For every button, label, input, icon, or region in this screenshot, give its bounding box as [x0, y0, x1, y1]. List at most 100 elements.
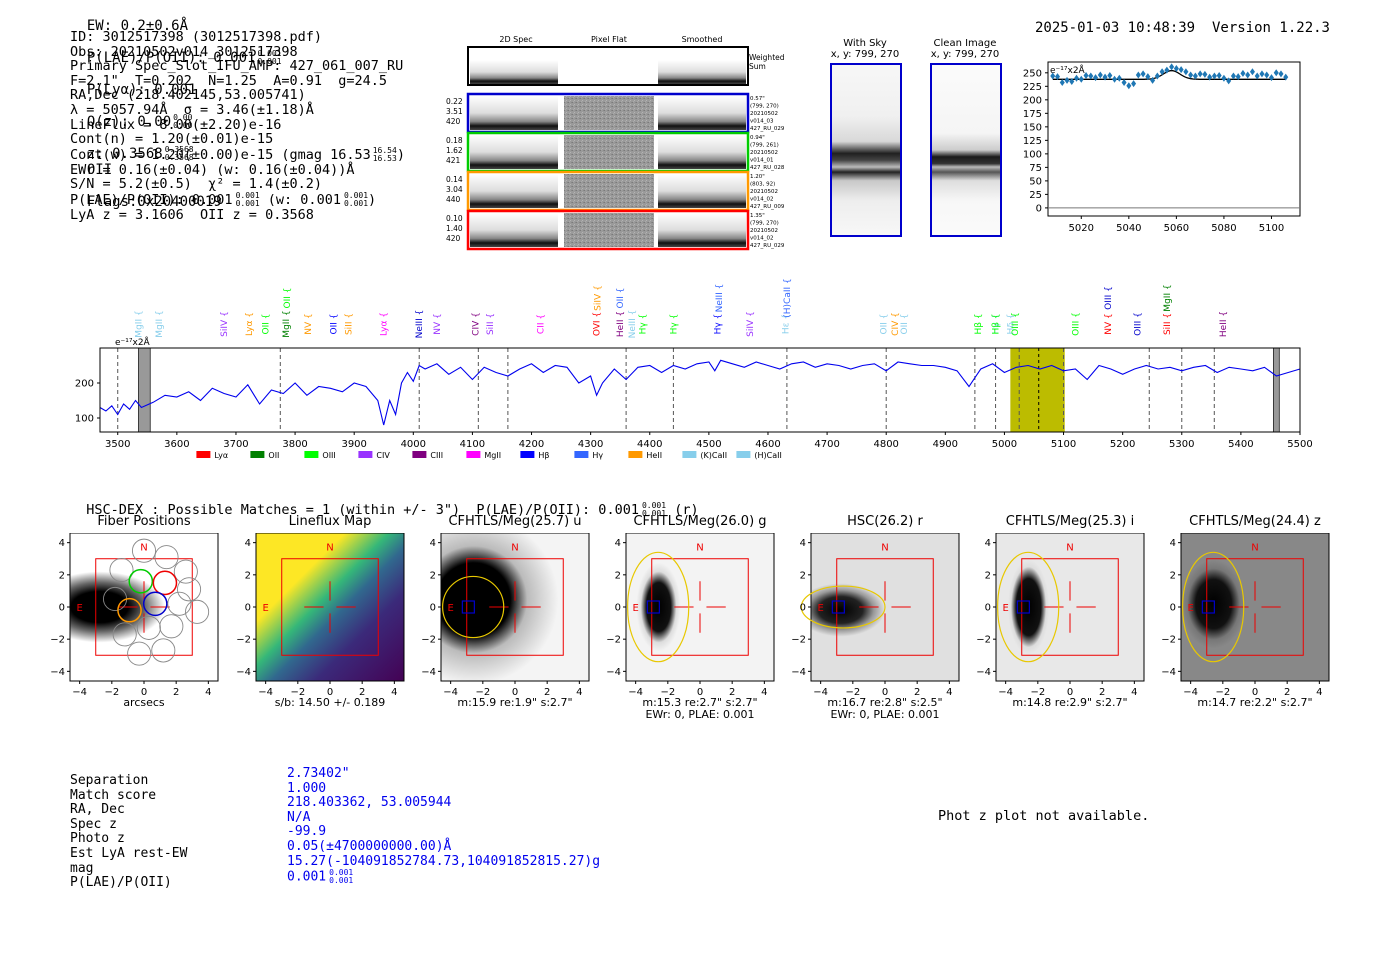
header-plae-sub: 0.001: [257, 57, 282, 66]
line-label: NeIII {: [715, 284, 725, 313]
line-label: SiII {: [486, 313, 496, 335]
match-value-radec: 218.403362, 53.005944: [287, 795, 452, 811]
cutout-x-tick: −2: [845, 687, 860, 698]
fiber-pixel-flat: [564, 135, 654, 169]
cutout-x-tick: −4: [813, 687, 828, 698]
zoom-data-point: [1259, 70, 1265, 78]
legend-label: (K)CaII: [700, 451, 727, 460]
cutout-caption-line: s/b: 14.50 +/- 0.189: [274, 696, 386, 709]
info-line-lambda: λ = 5057.94Å σ = 3.46(±1.18)Å: [70, 101, 314, 118]
zoom-y-tick: 225: [1023, 82, 1042, 93]
zoom-data-point: [1107, 72, 1113, 80]
zoom-data-point: [1050, 72, 1056, 80]
match-values: 2.73402" 1.000 218.403362, 53.005944 N/A…: [287, 766, 600, 885]
line-label-group: NV {: [1104, 313, 1114, 334]
line-label-group: SiIV {: [746, 311, 756, 337]
line-label-group: OII {: [879, 314, 889, 335]
fiber-left-value: 1.40: [446, 224, 463, 233]
spectrum-line: [99, 359, 1301, 426]
line-label: (H)CaII {: [783, 278, 793, 318]
info-plae-w-sup: 0.001: [343, 190, 369, 200]
cutout-image: N E −4 −4 −2 −2 0 0 2 2 4 4: [1161, 533, 1330, 698]
cutout-image: N E −4 −4 −2 −2 0 0 2 2 4 4: [791, 533, 960, 698]
weighted-sum-strip: [467, 46, 749, 86]
cutout-x-tick: 4: [1131, 687, 1137, 698]
highlight-band: [1010, 348, 1065, 432]
cutout-e-label: E: [817, 603, 823, 614]
line-label-group: SiIV {: [220, 311, 230, 337]
info-plae-sub: 0.001: [235, 198, 260, 208]
line-label-group: SiII {: [486, 313, 496, 335]
full-unit-label: e⁻¹⁷x2Å: [115, 336, 151, 348]
zoom-x-tick: 5020: [1069, 223, 1094, 234]
cutout-y-tick: 2: [985, 570, 991, 581]
hsc-title-text: HSC-DEX : Possible Matches = 1 (within +…: [86, 502, 639, 518]
cutout-x-tick: 2: [729, 687, 735, 698]
line-label-group: OIII {: [1104, 286, 1114, 310]
zoom-data-point: [1273, 69, 1279, 77]
cutout-y-tick: 4: [430, 538, 436, 549]
cutout-caption: s/b: 14.50 +/- 0.189: [245, 697, 415, 709]
fiber-right-value: (799, 261): [750, 143, 779, 149]
fiber-circle: [154, 545, 179, 570]
cutout-aperture-ellipse: [1182, 551, 1245, 663]
cutout-y-tick: −4: [976, 667, 991, 678]
line-label: HeII {: [1219, 311, 1229, 337]
zoom-data-point: [1131, 80, 1137, 88]
cutout-title: CFHTLS/Meg(26.0) g: [633, 514, 767, 529]
line-label-group: CIV {: [471, 312, 481, 336]
cutout-n-label: N: [696, 543, 703, 554]
match-value-separation: 2.73402": [287, 766, 350, 781]
zoom-data-point: [1240, 69, 1246, 77]
info-line-id: ID: 3012517398 (3012517398.pdf): [70, 29, 322, 45]
line-label: MgII {: [155, 310, 165, 337]
zoom-x-tick: 5100: [1259, 223, 1284, 234]
line-label-group: NeIII {: [628, 310, 638, 339]
line-label-group: Lyα {: [380, 312, 390, 336]
header-bar: EW: 0.2±0.6Å P(LAE)/P(OII): 0.001 0.001 0.…: [70, 2, 1330, 210]
info-cont-w-text: Cont(w) = 1.20(±0.00)e-15 (gmag 16.53: [70, 146, 371, 163]
fiber-right-value: 427_RU_009: [750, 204, 785, 210]
cutout-aperture-box: [95, 558, 193, 656]
spec2d-col-label: 2D Spec: [499, 35, 532, 44]
cutout-x-tick: −4: [443, 687, 458, 698]
line-label-group: HeII {: [616, 311, 626, 337]
legend-label: CIII: [430, 451, 443, 460]
legend-swatch: [412, 451, 427, 458]
weighted-sum-label: Weighted: [749, 53, 785, 62]
fiber-circle: [167, 591, 192, 616]
fiber-circle: [152, 570, 178, 596]
fiber-smoothed: [658, 135, 746, 169]
cutout-y-tick: 4: [59, 538, 65, 549]
fiber-circle: [112, 622, 137, 647]
fiber-circle: [151, 638, 176, 663]
zoom-unit-label: e⁻¹⁷x2Å: [1050, 64, 1086, 76]
legend-swatch: [304, 451, 319, 458]
zoom-data-point: [1249, 68, 1255, 76]
info-block: ID: 3012517398 (3012517398.pdf) Obs: 202…: [70, 30, 450, 223]
cutout-source-box: [646, 600, 660, 614]
cutout-y-tick: 2: [615, 570, 621, 581]
line-label-group: NeIII {: [715, 284, 725, 313]
line-label: NeIII {: [628, 310, 638, 339]
spec2d-panel: 2D Spec Pixel Flat Smoothed Weighted Sum…: [446, 35, 785, 251]
full-spectrum-chart: 100 200 3500 3600 3700 3800 3900 4000 4100 4200 43…: [75, 278, 1313, 460]
full-x-tick: 4900: [933, 439, 958, 450]
cutout-aperture-box: [1206, 558, 1304, 656]
match-label: Est LyA rest-EW: [70, 845, 188, 861]
cutout-n-label: N: [511, 543, 518, 554]
cutout-image: N E −4 −4 −2 −2 0 0 2 2 4 4: [50, 533, 219, 698]
line-label: Hγ {: [714, 314, 724, 335]
line-label-group: OII {: [283, 288, 293, 309]
header-z: z: 0.3568: [86, 146, 163, 162]
cutout-y-tick: 4: [245, 538, 251, 549]
zoom-data-point: [1059, 79, 1065, 87]
cutout-caption-line-2: EWr: 0, PLAE: 0.001: [830, 708, 940, 721]
info-line-lineflux: LineFlux = 8.00(±2.20)e-16: [70, 116, 282, 133]
cutout-y-tick: 2: [430, 570, 436, 581]
full-x-tick: 4600: [755, 439, 780, 450]
line-label: OIII {: [1104, 286, 1114, 310]
cutout-caption-line: m:16.7 re:2.8" s:2.5": [827, 696, 943, 709]
zoom-y-tick: 0: [1036, 203, 1042, 214]
zoom-plot-frame: [1047, 61, 1301, 217]
